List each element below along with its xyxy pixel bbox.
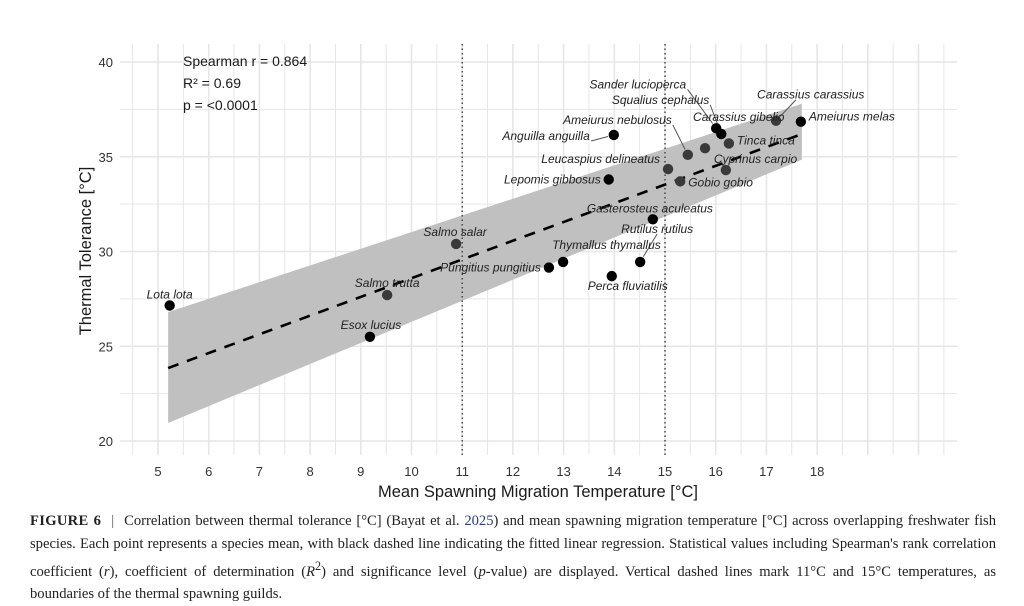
data-point [795, 116, 807, 127]
data-point [675, 176, 686, 187]
data-point [662, 163, 674, 175]
label-leader-line [687, 89, 714, 124]
data-point [699, 143, 711, 154]
caption-separator: | [111, 513, 115, 529]
regression-line-layer [167, 132, 803, 370]
y-tick-label: 30 [99, 245, 113, 260]
y-tick-label: 35 [99, 150, 113, 165]
caption-text-3: ), coefficient of determination ( [109, 563, 307, 580]
species-label: Ameiurus nebulosus [562, 113, 672, 127]
species-label: Leucaspius delineatus [541, 152, 660, 166]
label-leader-line [642, 233, 658, 258]
y-tick-label: 25 [99, 339, 113, 354]
species-label: Thymallus thymallus [552, 238, 661, 252]
x-tick-label: 17 [759, 464, 773, 479]
figure-label: FIGURE 6 [30, 513, 102, 529]
r2-superscript: 2 [314, 559, 322, 573]
data-point [720, 164, 732, 176]
regression-line [167, 132, 803, 370]
stat-p-value: p = <0.0001 [183, 97, 258, 113]
data-point [543, 262, 555, 273]
data-point [770, 115, 782, 126]
label-leader-line [672, 124, 686, 150]
species-label: Squalius cephalus [612, 93, 709, 107]
species-label: Lepomis gibbosus [504, 172, 601, 186]
data-point [164, 300, 175, 311]
x-tick-label: 18 [810, 464, 824, 479]
y-tick-label: 40 [99, 55, 113, 70]
figure-caption: FIGURE 6 | Correlation between thermal tol… [30, 510, 996, 606]
x-axis-label: Mean Spawning Migration Temperature [°C] [378, 483, 698, 501]
stat-r-squared: R² = 0.69 [183, 75, 241, 91]
x-tick-label: 7 [256, 464, 263, 479]
x-tick-label: 14 [607, 464, 621, 479]
data-point [364, 331, 376, 342]
species-label: Lota lota [147, 288, 193, 302]
data-point [450, 238, 462, 250]
x-tick-label: 11 [455, 464, 469, 479]
r2-symbol: R [306, 563, 315, 580]
y-tick-labels: 20 25 30 35 40 [99, 55, 113, 449]
x-tick-label: 5 [154, 464, 161, 479]
species-label: Gobio gobio [688, 175, 753, 189]
r-symbol: r [103, 563, 110, 580]
confidence-band-layer [168, 103, 802, 423]
species-label: Carassius carassius [757, 88, 864, 102]
p-symbol: p [478, 563, 486, 580]
data-point [557, 256, 569, 268]
data-point [606, 270, 617, 282]
species-label: Perca fluviatilis [588, 279, 668, 293]
species-label: Esox lucius [341, 318, 402, 332]
y-tick-label: 20 [99, 434, 113, 449]
species-label: Anguilla anguilla [501, 129, 590, 143]
caption-text-2: ) and mean spawning migration temperatur… [30, 513, 997, 580]
species-label: Sander lucioperca [589, 77, 686, 91]
x-tick-label: 13 [556, 464, 570, 479]
data-point [603, 174, 614, 185]
x-tick-label: 6 [205, 464, 212, 479]
x-tick-label: 16 [708, 464, 722, 479]
data-points [164, 115, 807, 342]
species-label: Tinca tinca [737, 133, 795, 147]
scatter-chart: Lota lota Esox lucius Salmo trutta Salmo sa… [77, 44, 957, 501]
data-point [381, 289, 393, 301]
data-point [716, 128, 727, 140]
species-label: Pungitius pungitius [440, 261, 541, 275]
species-label: Cyprinus carpio [714, 152, 798, 166]
x-tick-label: 8 [306, 464, 313, 479]
data-point [723, 138, 735, 149]
caption-text-1: Correlation between thermal tolerance [°… [124, 513, 465, 529]
caption-text-5: -value) are displayed. Vertical dashed l… [30, 563, 996, 603]
x-tick-label: 10 [404, 464, 418, 479]
species-label: Salmo trutta [355, 276, 420, 290]
data-point [608, 129, 619, 141]
species-label: Rutilus rutilus [621, 222, 693, 236]
stat-spearman: Spearman r = 0.864 [183, 53, 307, 69]
species-label: Gasterosteus aculeatus [587, 201, 713, 215]
data-point [634, 256, 646, 268]
guild-boundary-lines [461, 44, 666, 455]
species-label: Salmo salar [423, 225, 487, 239]
label-leader-line [590, 136, 609, 142]
y-axis-label: Thermal Tolerance [°C] [77, 167, 95, 336]
label-leader-line [779, 99, 797, 117]
citation-link[interactable]: 2025 [464, 513, 494, 529]
data-point [647, 214, 659, 225]
x-tick-label: 12 [506, 464, 520, 479]
x-tick-label: 9 [357, 464, 364, 479]
x-tick-labels: 5 6 7 8 9 10 11 12 13 14 15 16 17 18 [154, 464, 824, 479]
x-tick-label: 15 [658, 464, 672, 479]
species-label: Ameiurus melas [808, 110, 895, 124]
confidence-band [168, 103, 802, 423]
data-point [682, 149, 694, 161]
caption-text-4: ) and significance level ( [321, 563, 479, 580]
species-labels: Lota lota Esox lucius Salmo trutta Salmo sa… [147, 77, 895, 331]
species-label: Carassius gibelio [693, 110, 785, 124]
